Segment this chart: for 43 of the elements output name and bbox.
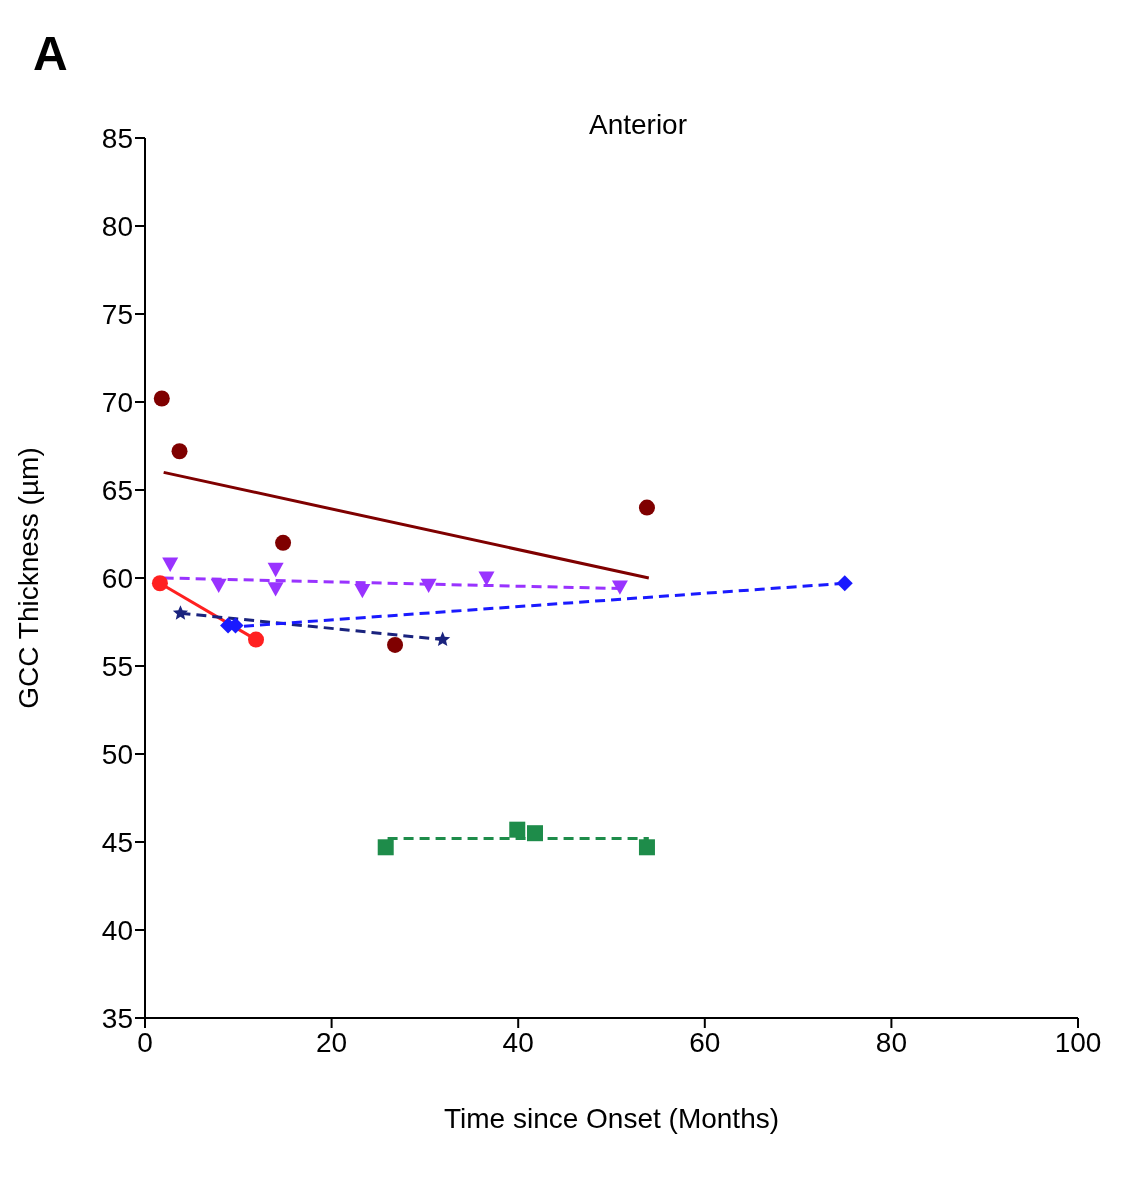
y-tick-label: 65 <box>101 474 133 506</box>
text: A <box>33 26 68 81</box>
point <box>354 583 371 599</box>
point <box>836 575 853 592</box>
point <box>151 575 168 592</box>
point <box>377 839 394 856</box>
point <box>435 631 451 647</box>
point <box>638 499 655 516</box>
y-tick-label: 35 <box>101 1002 133 1034</box>
point <box>478 571 495 586</box>
x-tick-label: 60 <box>689 1026 721 1058</box>
point <box>526 825 543 842</box>
point <box>638 839 655 856</box>
x-axis-title: Time since Onset (Months) <box>443 1103 780 1134</box>
point <box>172 605 189 620</box>
y-tick-label: 60 <box>101 562 133 594</box>
y-tick-label: 75 <box>101 298 133 330</box>
y-tick-label: 50 <box>101 738 133 770</box>
point <box>509 821 526 838</box>
chart-title: Anterior <box>588 109 688 140</box>
y-tick-label: 40 <box>101 914 133 946</box>
point <box>275 534 292 551</box>
x-tick-label: 40 <box>502 1026 534 1058</box>
x-tick-label: 20 <box>316 1026 348 1058</box>
y-axis-title: GCC Thickness (µm) <box>12 447 44 709</box>
point <box>153 390 170 407</box>
point <box>210 578 227 594</box>
point <box>162 557 179 572</box>
point <box>420 578 437 594</box>
y-tick-label: 45 <box>101 826 133 858</box>
point <box>248 631 265 648</box>
point <box>387 636 404 653</box>
y-tick-label: 85 <box>101 122 133 154</box>
point <box>267 582 284 597</box>
x-tick-label: 0 <box>137 1026 153 1058</box>
point <box>171 443 188 460</box>
y-tick-label: 70 <box>101 386 133 418</box>
y-tick-label: 55 <box>101 650 133 682</box>
point <box>611 580 628 595</box>
x-tick-label: 80 <box>875 1026 907 1058</box>
point <box>267 562 284 578</box>
y-tick-label: 80 <box>101 210 133 242</box>
x-tick-label: 100 <box>1054 1026 1102 1058</box>
